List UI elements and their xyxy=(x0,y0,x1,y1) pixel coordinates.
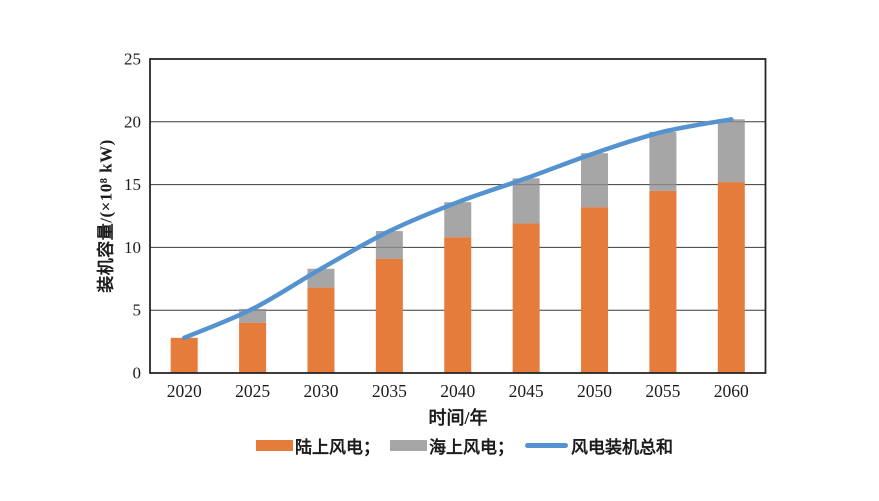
chart-legend: 陆上风电； 海上风电； 风电装机总和 xyxy=(0,432,879,458)
legend-swatch-onshore xyxy=(256,439,293,451)
legend-item-total-line: 风电装机总和 xyxy=(525,432,673,458)
x-tick-label-2060: 2060 xyxy=(714,381,749,401)
x-axis-title: 时间/年 xyxy=(428,408,488,428)
y-tick-label-25: 25 xyxy=(124,50,141,69)
x-tick-label-2030: 2030 xyxy=(303,381,338,401)
x-tick-label-2050: 2050 xyxy=(577,381,612,401)
bar-onshore-2030 xyxy=(307,287,335,373)
y-tick-label-0: 0 xyxy=(133,364,142,383)
y-tick-label-10: 10 xyxy=(124,238,141,257)
x-tick-label-2020: 2020 xyxy=(167,381,202,401)
bar-onshore-2025 xyxy=(239,322,267,373)
plot-frame xyxy=(149,58,767,374)
x-tick-label-2040: 2040 xyxy=(440,381,475,401)
legend-item-offshore: 海上风电； xyxy=(390,432,514,458)
bar-onshore-2055 xyxy=(649,190,677,373)
legend-label-offshore: 海上风电； xyxy=(429,437,514,457)
x-tick-label-2055: 2055 xyxy=(645,381,680,401)
x-tick-label-2025: 2025 xyxy=(235,381,270,401)
bar-offshore-2050 xyxy=(581,153,609,208)
legend-swatch-offshore xyxy=(390,439,427,451)
bar-onshore-2040 xyxy=(444,237,472,373)
bar-offshore-2030 xyxy=(307,268,335,288)
total-capacity-line xyxy=(181,117,734,341)
bar-onshore-2020 xyxy=(170,337,198,373)
y-tick-label-15: 15 xyxy=(124,175,141,194)
x-tick-label-2035: 2035 xyxy=(372,381,407,401)
bar-onshore-2035 xyxy=(375,258,403,373)
bar-onshore-2045 xyxy=(512,223,540,373)
x-tick-label-2045: 2045 xyxy=(509,381,544,401)
y-tick-label-20: 20 xyxy=(124,112,141,131)
bar-offshore-2060 xyxy=(717,119,745,183)
legend-swatch-total-line xyxy=(525,442,568,448)
y-tick-label-5: 5 xyxy=(133,301,142,320)
bar-offshore-2055 xyxy=(649,131,677,191)
y-axis-title: 装机容量/(×10⁸ kW) xyxy=(96,139,116,293)
legend-label-total-line: 风电装机总和 xyxy=(571,437,673,457)
bar-onshore-2050 xyxy=(581,207,609,373)
bar-onshore-2060 xyxy=(717,182,745,373)
legend-label-onshore: 陆上风电； xyxy=(295,437,380,457)
legend-item-onshore: 陆上风电； xyxy=(256,432,380,458)
bar-offshore-2045 xyxy=(512,178,540,224)
